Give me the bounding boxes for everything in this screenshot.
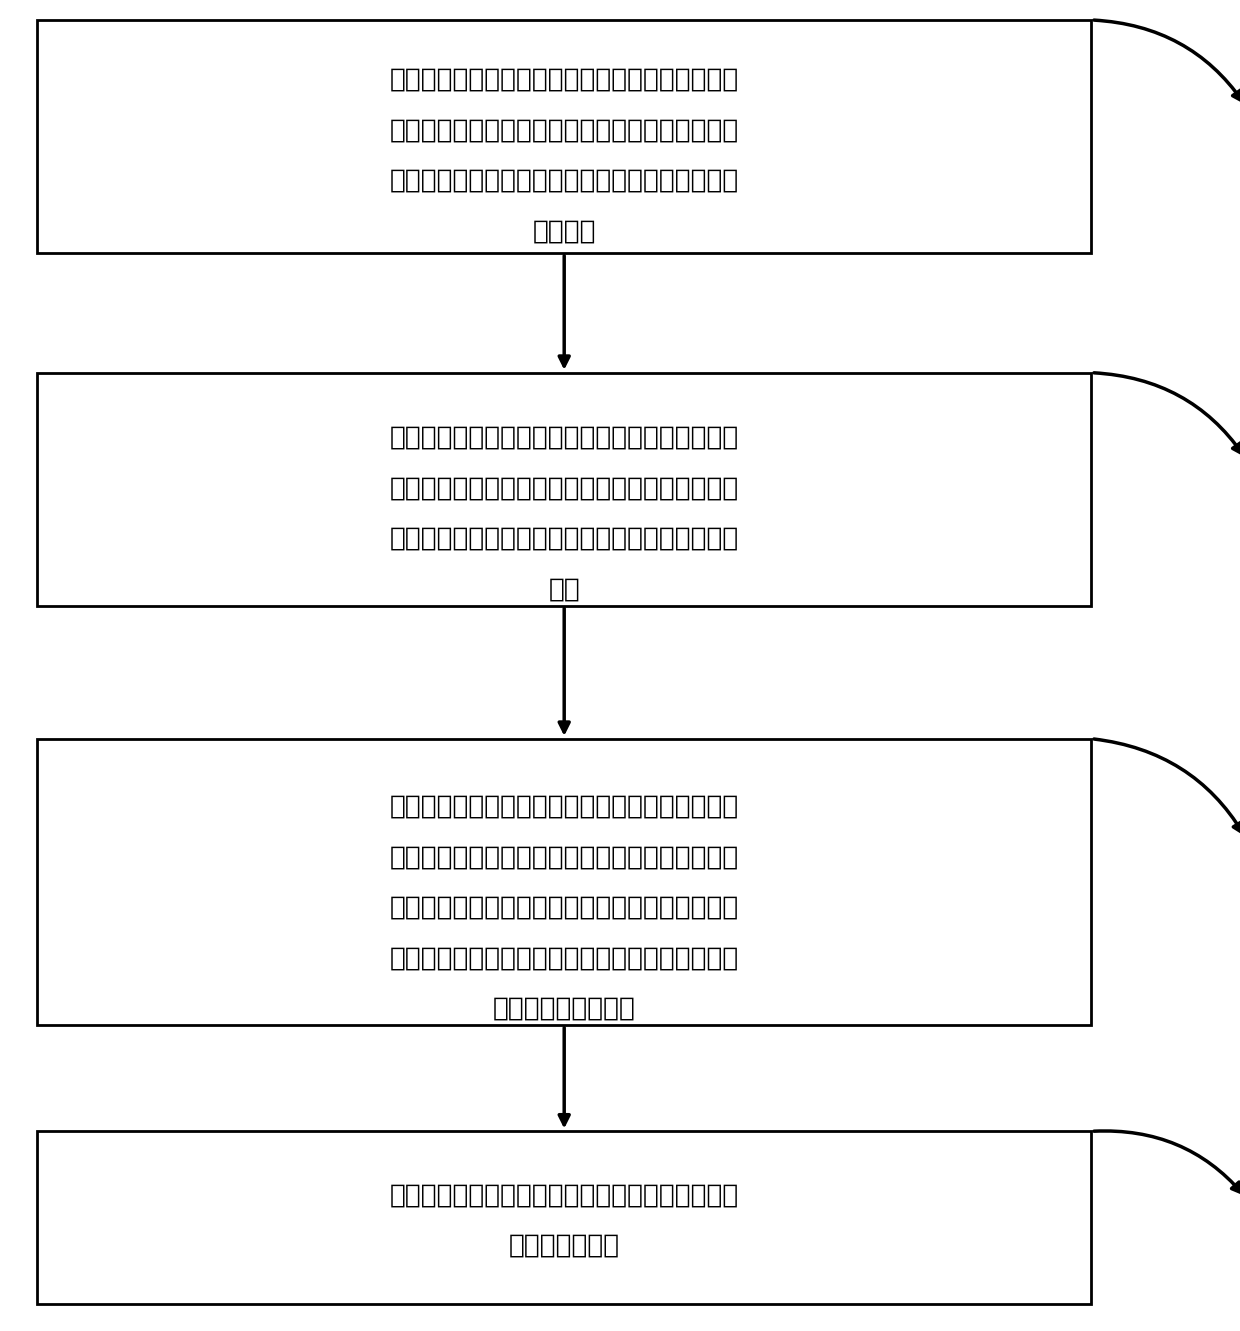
Text: 对比待重建物体在全黑图案、所述全白图案投影下: 对比待重建物体在全黑图案、所述全白图案投影下: [389, 475, 739, 502]
FancyArrowPatch shape: [1094, 373, 1240, 454]
FancyBboxPatch shape: [37, 739, 1091, 1025]
Text: 基于双目相机的标定参数和视差值，得到待重建物: 基于双目相机的标定参数和视差值，得到待重建物: [389, 1182, 739, 1209]
FancyArrowPatch shape: [1094, 1131, 1240, 1193]
Text: 图案投影下的图像序列；编码图案包括横向彩色编: 图案投影下的图像序列；编码图案包括横向彩色编: [389, 117, 739, 144]
FancyBboxPatch shape: [37, 20, 1091, 253]
FancyBboxPatch shape: [37, 373, 1091, 606]
Text: 建物体表面的视差值: 建物体表面的视差值: [492, 996, 636, 1022]
Text: 基于双目相机获取待重建物体在按时序排列的编码: 基于双目相机获取待重建物体在按时序排列的编码: [389, 67, 739, 93]
Text: 获取待重建物体在横向彩色编码条纹图案、纵向彩: 获取待重建物体在横向彩色编码条纹图案、纵向彩: [389, 793, 739, 820]
FancyArrowPatch shape: [1094, 739, 1240, 833]
FancyArrowPatch shape: [559, 1028, 569, 1125]
Text: 的图像的灰度值，将得到的目标区域作为第一目标: 的图像的灰度值，将得到的目标区域作为第一目标: [389, 526, 739, 552]
Text: 全白图案: 全白图案: [532, 218, 596, 245]
FancyArrowPatch shape: [559, 608, 569, 732]
Text: 体表面的深度值: 体表面的深度值: [508, 1233, 620, 1259]
Text: 对图像序列中的图像进行畸变矫正和极线矫正，并: 对图像序列中的图像进行畸变矫正和极线矫正，并: [389, 425, 739, 451]
Text: 码条纹图案、纵向彩色编码条纹图案、全黑图案、: 码条纹图案、纵向彩色编码条纹图案、全黑图案、: [389, 168, 739, 194]
Text: 色编码条纹图案投影下的图像与第一目标区域相同: 色编码条纹图案投影下的图像与第一目标区域相同: [389, 844, 739, 870]
Text: 位置的目标区域；分别获取各目标区域中像素点的: 位置的目标区域；分别获取各目标区域中像素点的: [389, 894, 739, 921]
FancyArrowPatch shape: [559, 256, 569, 366]
FancyArrowPatch shape: [1094, 20, 1240, 101]
Text: 编码值，通过预设的数值解码与匹配方法得到待重: 编码值，通过预设的数值解码与匹配方法得到待重: [389, 945, 739, 972]
FancyBboxPatch shape: [37, 1131, 1091, 1304]
Text: 区域: 区域: [548, 576, 580, 603]
